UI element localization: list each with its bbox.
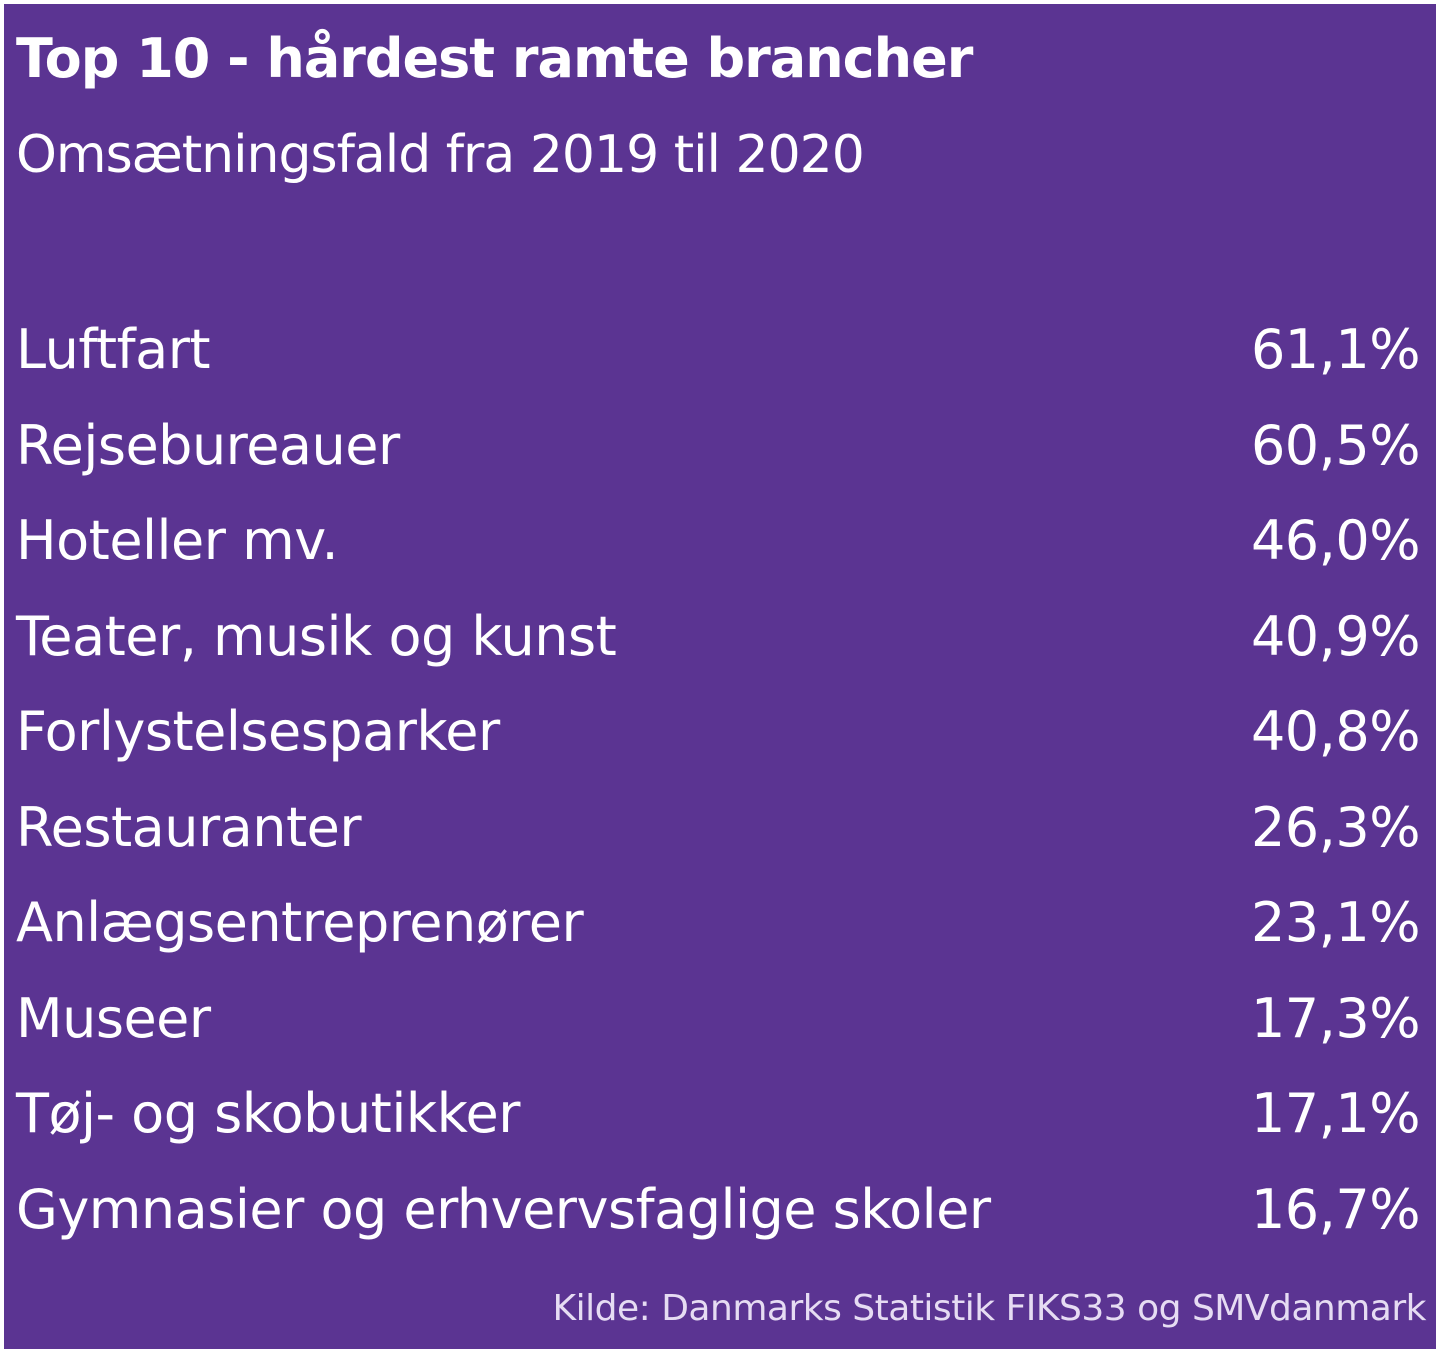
row-label: Teater, musik og kunst [16,604,617,668]
table-row: Restauranter 26,3% [16,790,1421,886]
ranking-panel: Top 10 - hårdest ramte brancher Omsætnin… [4,4,1436,1349]
table-row: Luftfart 61,1% [16,312,1421,408]
row-label: Luftfart [16,318,211,381]
ranking-table: Luftfart 61,1% Rejsebureauer 60,5% Hoteller … [16,312,1421,1268]
chart-title: Top 10 - hårdest ramte brancher [16,27,973,90]
row-value: 26,3% [1250,795,1421,859]
row-value: 61,1% [1250,318,1421,381]
row-value: 17,3% [1250,986,1421,1050]
row-value: 46,0% [1250,509,1421,572]
row-value: 16,7% [1250,1177,1421,1241]
table-row: Gymnasier og erhvervsfaglige skoler 16,7% [16,1172,1421,1268]
row-label: Forlystelsesparker [16,700,500,763]
chart-subtitle: Omsætningsfald fra 2019 til 2020 [16,125,865,185]
table-row: Tøj- og skobutikker 17,1% [16,1076,1421,1172]
row-label: Tøj- og skobutikker [16,1082,520,1145]
table-row: Rejsebureauer 60,5% [16,408,1421,504]
row-label: Gymnasier og erhvervsfaglige skoler [16,1177,991,1241]
row-value: 23,1% [1250,891,1421,954]
row-label: Hoteller mv. [16,509,339,572]
table-row: Museer 17,3% [16,981,1421,1077]
row-value: 40,8% [1250,700,1421,763]
row-label: Museer [16,986,211,1050]
table-row: Hoteller mv. 46,0% [16,503,1421,599]
row-label: Rejsebureauer [16,413,400,477]
source-note: Kilde: Danmarks Statistik FIKS33 og SMVd… [552,1288,1427,1329]
table-row: Forlystelsesparker 40,8% [16,694,1421,790]
row-label: Anlægsentreprenører [16,891,584,954]
table-row: Teater, musik og kunst 40,9% [16,599,1421,695]
row-value: 60,5% [1250,413,1421,477]
table-row: Anlægsentreprenører 23,1% [16,885,1421,981]
row-value: 17,1% [1250,1082,1421,1145]
row-label: Restauranter [16,795,362,859]
row-value: 40,9% [1250,604,1421,668]
